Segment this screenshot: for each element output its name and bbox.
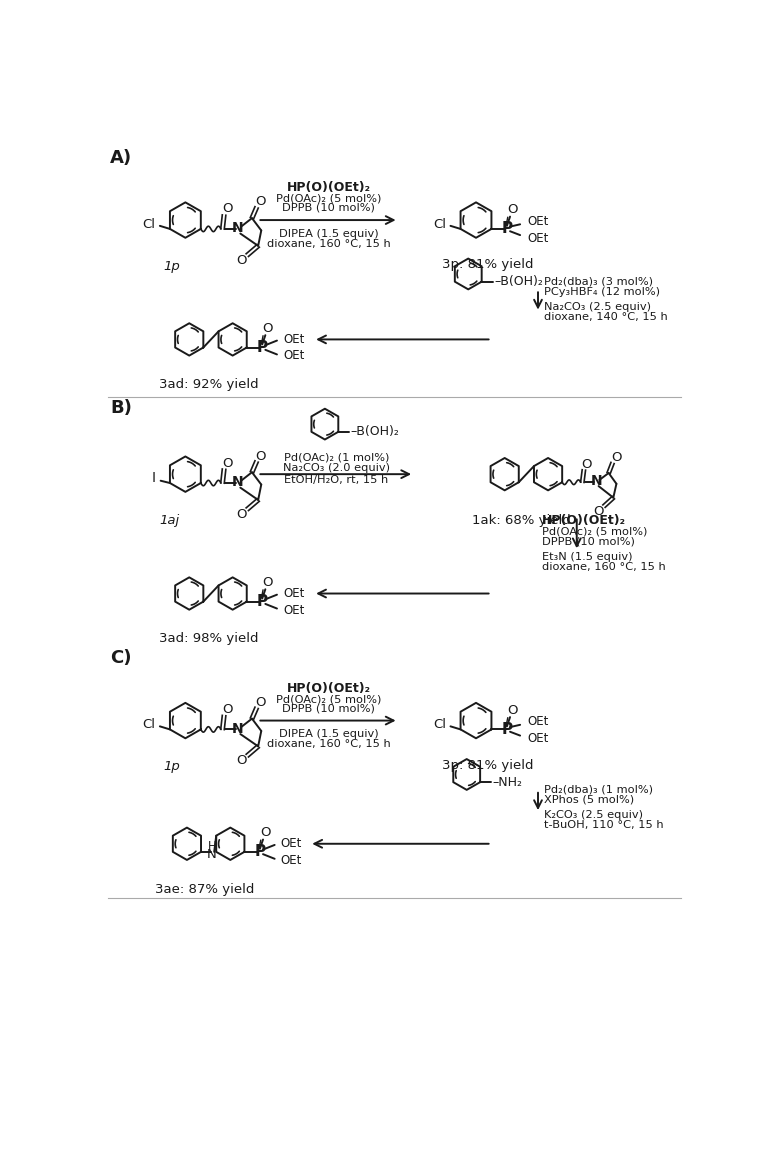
Text: P: P: [254, 845, 266, 860]
Text: O: O: [263, 321, 273, 334]
Text: Cl: Cl: [433, 218, 446, 231]
Text: A): A): [110, 149, 132, 167]
Text: Pd₂(dba)₃ (3 mol%): Pd₂(dba)₃ (3 mol%): [544, 277, 653, 286]
Text: EtOH/H₂O, rt, 15 h: EtOH/H₂O, rt, 15 h: [284, 475, 389, 486]
Text: N: N: [233, 222, 244, 235]
Text: 3p: 81% yield: 3p: 81% yield: [442, 258, 534, 271]
Text: O: O: [507, 203, 517, 216]
Text: O: O: [594, 506, 604, 518]
Text: Cl: Cl: [433, 718, 446, 731]
Text: 1ak: 68% yield: 1ak: 68% yield: [471, 514, 571, 527]
Text: P: P: [501, 721, 513, 737]
Text: O: O: [263, 576, 273, 589]
Text: 1p: 1p: [164, 760, 181, 773]
Text: XPhos (5 mol%): XPhos (5 mol%): [544, 795, 634, 805]
Text: Pd(OAc)₂ (1 mol%): Pd(OAc)₂ (1 mol%): [284, 453, 389, 462]
Text: dioxane, 160 °C, 15 h: dioxane, 160 °C, 15 h: [267, 239, 390, 249]
Text: Pd(OAc)₂ (5 mol%): Pd(OAc)₂ (5 mol%): [276, 194, 381, 203]
Text: Pd(OAc)₂ (5 mol%): Pd(OAc)₂ (5 mol%): [276, 694, 381, 704]
Text: OEt: OEt: [528, 716, 549, 728]
Text: Pd₂(dba)₃ (1 mol%): Pd₂(dba)₃ (1 mol%): [544, 785, 653, 795]
Text: dioxane, 160 °C, 15 h: dioxane, 160 °C, 15 h: [267, 739, 390, 750]
Text: OEt: OEt: [281, 836, 302, 850]
Text: OEt: OEt: [528, 732, 549, 745]
Text: O: O: [255, 696, 266, 708]
Text: –B(OH)₂: –B(OH)₂: [494, 276, 543, 289]
Text: N: N: [207, 848, 216, 861]
Text: B): B): [110, 399, 132, 416]
Text: dioxane, 160 °C, 15 h: dioxane, 160 °C, 15 h: [542, 562, 665, 572]
Text: OEt: OEt: [281, 854, 302, 867]
Text: OEt: OEt: [283, 332, 305, 346]
Text: O: O: [581, 457, 592, 472]
Text: DIPEA (1.5 equiv): DIPEA (1.5 equiv): [279, 730, 379, 739]
Text: OEt: OEt: [283, 586, 305, 599]
Text: Cl: Cl: [142, 718, 156, 731]
Text: OEt: OEt: [283, 350, 305, 362]
Text: C): C): [110, 649, 132, 667]
Text: Cl: Cl: [142, 218, 156, 231]
Text: O: O: [222, 203, 233, 216]
Text: HP(O)(OEt)₂: HP(O)(OEt)₂: [286, 682, 370, 694]
Text: Et₃N (1.5 equiv): Et₃N (1.5 equiv): [542, 552, 632, 562]
Text: OEt: OEt: [528, 231, 549, 245]
Text: 3ad: 92% yield: 3ad: 92% yield: [159, 378, 259, 391]
Text: O: O: [255, 196, 266, 209]
Text: t-BuOH, 110 °C, 15 h: t-BuOH, 110 °C, 15 h: [544, 820, 664, 830]
Text: PCy₃HBF₄ (12 mol%): PCy₃HBF₄ (12 mol%): [544, 286, 660, 297]
Text: O: O: [222, 703, 233, 716]
Text: K₂CO₃ (2.5 equiv): K₂CO₃ (2.5 equiv): [544, 811, 643, 820]
Text: O: O: [236, 754, 247, 767]
Text: P: P: [256, 340, 268, 355]
Text: O: O: [236, 508, 247, 521]
Text: I: I: [151, 472, 156, 486]
Text: –B(OH)₂: –B(OH)₂: [350, 426, 400, 439]
Text: HP(O)(OEt)₂: HP(O)(OEt)₂: [286, 182, 370, 195]
Text: Na₂CO₃ (2.0 equiv): Na₂CO₃ (2.0 equiv): [283, 463, 390, 473]
Text: O: O: [222, 456, 233, 469]
Text: –NH₂: –NH₂: [493, 775, 523, 788]
Text: N: N: [233, 475, 244, 489]
Text: O: O: [260, 826, 270, 839]
Text: O: O: [507, 704, 517, 717]
Text: DPPB (10 mol%): DPPB (10 mol%): [283, 203, 375, 212]
Text: H: H: [207, 840, 216, 853]
Text: DPPB (10 mol%): DPPB (10 mol%): [542, 536, 634, 547]
Text: O: O: [236, 255, 247, 267]
Text: P: P: [501, 222, 513, 237]
Text: N: N: [591, 475, 602, 488]
Text: 3ad: 98% yield: 3ad: 98% yield: [159, 632, 259, 645]
Text: Pd(OAc)₂ (5 mol%): Pd(OAc)₂ (5 mol%): [542, 527, 648, 536]
Text: OEt: OEt: [528, 215, 549, 228]
Text: P: P: [256, 594, 268, 609]
Text: 1p: 1p: [164, 259, 181, 273]
Text: O: O: [255, 449, 266, 462]
Text: O: O: [611, 452, 621, 465]
Text: Na₂CO₃ (2.5 equiv): Na₂CO₃ (2.5 equiv): [544, 303, 651, 312]
Text: 3p: 81% yield: 3p: 81% yield: [442, 759, 534, 772]
Text: dioxane, 140 °C, 15 h: dioxane, 140 °C, 15 h: [544, 312, 668, 323]
Text: OEt: OEt: [283, 604, 305, 617]
Text: HP(O)(OEt)₂: HP(O)(OEt)₂: [542, 514, 626, 527]
Text: DPPB (10 mol%): DPPB (10 mol%): [283, 704, 375, 713]
Text: N: N: [233, 721, 244, 735]
Text: 1aj: 1aj: [160, 514, 180, 527]
Text: DIPEA (1.5 equiv): DIPEA (1.5 equiv): [279, 229, 379, 239]
Text: 3ae: 87% yield: 3ae: 87% yield: [155, 883, 254, 896]
